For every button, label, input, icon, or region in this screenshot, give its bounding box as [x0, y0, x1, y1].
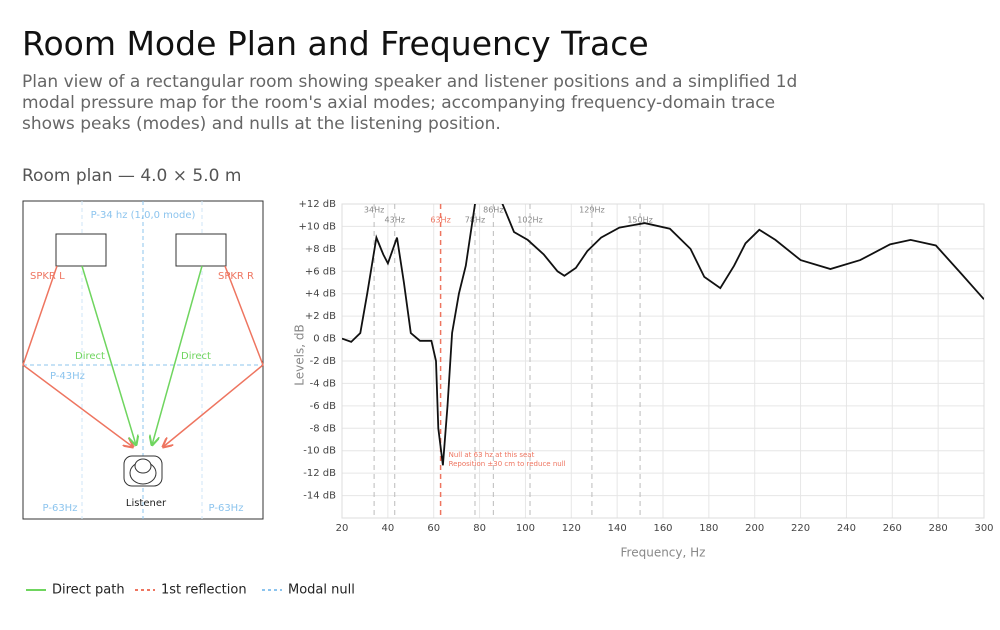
reflection-path: [163, 265, 264, 447]
x-tick-label: 100: [516, 523, 535, 534]
y-tick-label: +12 dB: [299, 199, 337, 210]
x-tick-label: 200: [745, 523, 764, 534]
y-tick-label: -8 dB: [310, 423, 336, 434]
plot-frame: [341, 203, 985, 519]
y-tick-label: +8 dB: [305, 244, 336, 255]
annotation: Null at 63 hz at this seat: [449, 451, 535, 459]
mode-label: P-63Hz: [43, 503, 78, 514]
path-label: Direct: [75, 351, 105, 362]
x-tick-label: 260: [883, 523, 902, 534]
x-tick-label: 280: [929, 523, 948, 534]
subtitle: Plan view of a rectangular room showing …: [22, 72, 798, 134]
mode-label: 34Hz: [364, 206, 384, 215]
frequency-trace: [342, 204, 984, 466]
mode-label: 63Hz: [430, 216, 450, 225]
y-tick-label: -6 dB: [310, 401, 336, 412]
mode-label: 78Hz: [465, 216, 485, 225]
x-tick-label: 60: [427, 523, 440, 534]
x-tick-label: 240: [837, 523, 856, 534]
x-tick-label: 40: [381, 523, 394, 534]
reflection-path: [22, 265, 133, 447]
y-tick-label: +2 dB: [305, 311, 336, 322]
x-tick-label: 300: [974, 523, 993, 534]
legend-label: Modal null: [288, 583, 355, 598]
y-tick-label: -10 dB: [303, 446, 336, 457]
legend-label: 1st reflection: [161, 583, 247, 598]
annotation: Reposition ±30 cm to reduce null: [449, 460, 566, 468]
mode-label: P-43Hz: [50, 371, 85, 382]
mode-label: 43Hz: [385, 216, 405, 225]
y-tick-label: -2 dB: [310, 356, 336, 367]
x-tick-label: 80: [473, 523, 486, 534]
mode-label: 102Hz: [517, 216, 542, 225]
mode-label: 129Hz: [579, 206, 604, 215]
x-tick-label: 120: [562, 523, 581, 534]
legend: Direct path 1st reflection Modal null: [26, 583, 355, 598]
legend-label: Direct path: [52, 583, 125, 598]
mode-label: P-34 hz (1,0,0 mode): [91, 210, 196, 221]
y-tick-label: -4 dB: [310, 378, 336, 389]
x-axis-label: Frequency, Hz: [621, 546, 706, 560]
x-tick-label: 180: [699, 523, 718, 534]
direct-path: [152, 265, 203, 445]
speaker-label: SPKR L: [30, 271, 65, 282]
speaker: [175, 233, 227, 267]
title: Room Mode Plan and Frequency Trace: [22, 24, 649, 63]
mode-label: P-63Hz: [209, 503, 244, 514]
y-tick-label: +4 dB: [305, 289, 336, 300]
y-tick-label: 0 dB: [313, 334, 336, 345]
x-tick-label: 20: [336, 523, 349, 534]
mode-label: 150Hz: [627, 216, 652, 225]
direct-path: [81, 265, 136, 445]
speaker: [55, 233, 107, 267]
x-tick-label: 220: [791, 523, 810, 534]
listener-icon: [123, 455, 163, 487]
room-plan: P-34 hz (1,0,0 mode) SPKR L SPKR R Direc…: [22, 200, 264, 520]
path-label: Direct: [181, 351, 211, 362]
mode-label: 86Hz: [483, 206, 503, 215]
y-tick-label: -14 dB: [303, 491, 336, 502]
y-axis-label: Levels, dB: [293, 324, 307, 385]
listener-label: Listener: [126, 498, 167, 509]
x-tick-label: 140: [608, 523, 627, 534]
y-tick-label: +10 dB: [299, 221, 337, 232]
y-tick-label: +6 dB: [305, 266, 336, 277]
x-tick-label: 160: [653, 523, 672, 534]
y-tick-label: -12 dB: [303, 468, 336, 479]
plan-heading: Room plan — 4.0 × 5.0 m: [22, 166, 242, 186]
frequency-chart: +12 dB +10 dB +8 dB +6 dB +4 dB +2 dB 0 dB -2 d…: [293, 199, 994, 560]
speaker-label: SPKR R: [218, 271, 254, 282]
